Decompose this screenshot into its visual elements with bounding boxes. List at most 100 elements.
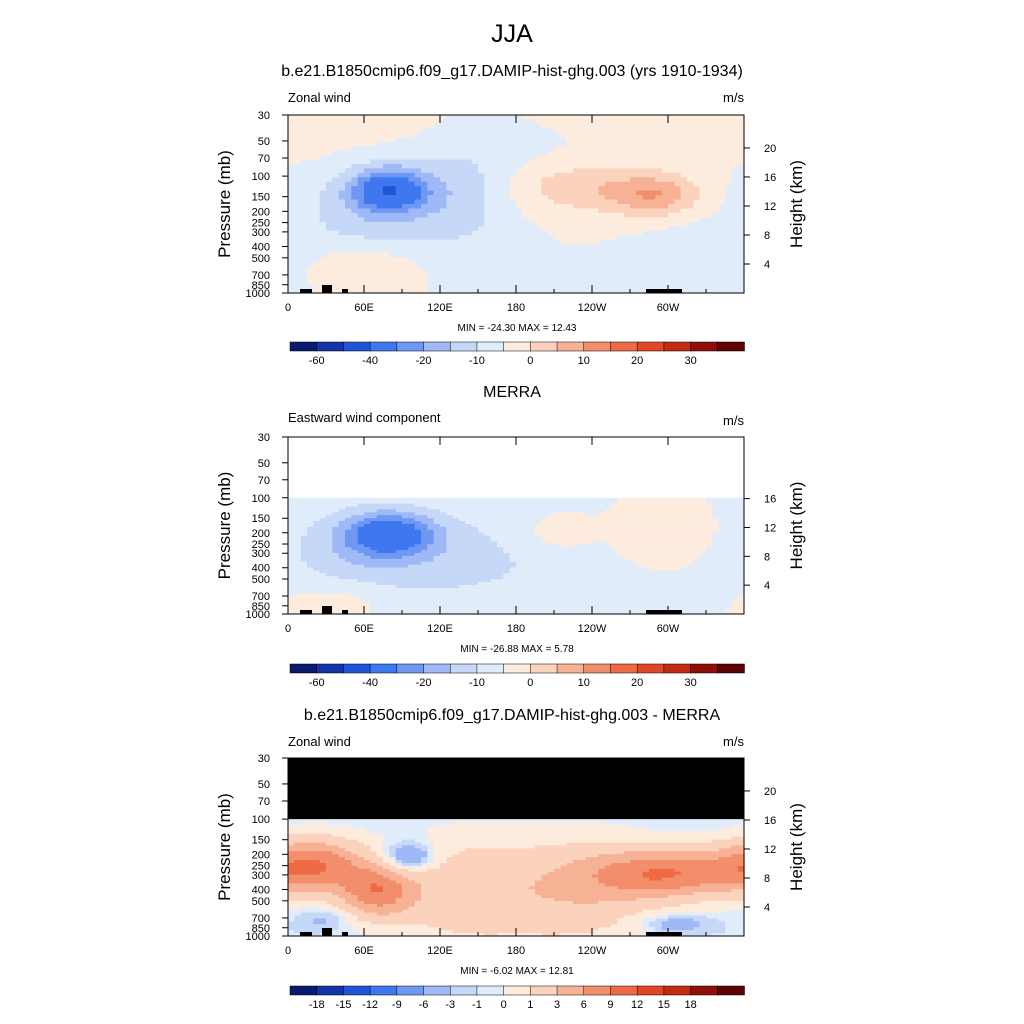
- heatmap-cell: [446, 257, 454, 263]
- heatmap-cell: [560, 550, 568, 554]
- heatmap-cell: [680, 544, 688, 548]
- heatmap-cell: [630, 529, 637, 534]
- heatmap-cell: [294, 526, 302, 531]
- heatmap-cell: [446, 573, 454, 577]
- heatmap-cell: [351, 123, 359, 129]
- heatmap-cell: [326, 199, 333, 205]
- heatmap-cell: [522, 497, 530, 502]
- heatmap-cell: [699, 555, 707, 560]
- heatmap-cell: [414, 141, 422, 147]
- heatmap-cell: [395, 146, 403, 152]
- heatmap-cell: [414, 558, 422, 563]
- heatmap-cell: [313, 532, 321, 537]
- heatmap-cell: [731, 570, 739, 574]
- heatmap-cell: [541, 552, 549, 557]
- heatmap-cell: [402, 552, 409, 557]
- heatmap-cell: [573, 239, 580, 245]
- heatmap-cell: [630, 235, 637, 241]
- heatmap-cell: [497, 266, 504, 272]
- y-tick-label: 100: [252, 171, 270, 183]
- heatmap-cell: [319, 168, 327, 174]
- heatmap-cell: [389, 235, 397, 241]
- heatmap-cell: [402, 172, 409, 178]
- heatmap-cell: [560, 115, 568, 121]
- heatmap-cell: [364, 547, 371, 551]
- heatmap-cell: [364, 248, 371, 254]
- heatmap-cell: [370, 266, 378, 272]
- heatmap-cell: [433, 146, 441, 152]
- heatmap-cell: [655, 155, 663, 161]
- heatmap-cell: [395, 529, 403, 534]
- heatmap-cell: [630, 567, 637, 572]
- heatmap-cell: [338, 564, 346, 569]
- heatmap-cell: [294, 521, 302, 525]
- heatmap-cell: [718, 541, 726, 545]
- heatmap-cell: [503, 221, 511, 227]
- heatmap-cell: [452, 275, 460, 281]
- heatmap-cell: [649, 275, 656, 281]
- heatmap-cell: [649, 266, 656, 272]
- heatmap-cell: [585, 199, 593, 205]
- heatmap-cell: [585, 146, 593, 152]
- heatmap-cell: [528, 570, 536, 574]
- heatmap-cell: [465, 177, 473, 183]
- heatmap-cell: [326, 217, 333, 223]
- heatmap-cell: [478, 115, 485, 121]
- heatmap-cell: [560, 567, 568, 572]
- heatmap-cell: [699, 500, 707, 505]
- heatmap-cell: [522, 541, 530, 545]
- heatmap-cell: [547, 248, 555, 254]
- heatmap-cell: [737, 270, 745, 276]
- heatmap-cell: [668, 141, 675, 147]
- heatmap-cell: [345, 567, 352, 572]
- heatmap-cell: [522, 270, 530, 276]
- heatmap-cell: [351, 230, 359, 236]
- heatmap-cell: [585, 159, 593, 165]
- heatmap-cell: [383, 541, 390, 545]
- heatmap-cell: [351, 186, 359, 192]
- heatmap-cell: [446, 221, 454, 227]
- heatmap-cell: [693, 217, 701, 223]
- heatmap-cell: [484, 137, 492, 143]
- heatmap-cell: [389, 230, 397, 236]
- heatmap-cell: [427, 199, 435, 205]
- heatmap-cell: [541, 199, 549, 205]
- heatmap-cell: [649, 195, 656, 201]
- heatmap-cell: [674, 146, 682, 152]
- heatmap-cell: [528, 552, 536, 557]
- heatmap-cell: [661, 541, 669, 545]
- heatmap-cell: [718, 544, 726, 548]
- heatmap-cell: [535, 230, 542, 236]
- heatmap-cell: [573, 186, 580, 192]
- heatmap-cell: [712, 204, 720, 210]
- heatmap-cell: [528, 168, 536, 174]
- heatmap-cell: [560, 221, 568, 227]
- heatmap-cell: [573, 506, 580, 510]
- heatmap-cell: [338, 518, 346, 522]
- heatmap-cell: [554, 195, 561, 201]
- heatmap-cell: [718, 195, 726, 201]
- heatmap-cell: [307, 146, 314, 152]
- heatmap-cell: [611, 168, 618, 174]
- heatmap-cell: [395, 270, 403, 276]
- heatmap-cell: [522, 204, 530, 210]
- heatmap-cell: [326, 529, 333, 534]
- heatmap-cell: [642, 552, 650, 557]
- heatmap-cell: [623, 567, 631, 572]
- heatmap-cell: [642, 146, 650, 152]
- heatmap-cell: [313, 159, 321, 165]
- heatmap-cell: [655, 567, 663, 572]
- heatmap-cell: [471, 248, 479, 254]
- heatmap-cell: [674, 226, 682, 232]
- heatmap-cell: [503, 186, 511, 192]
- heatmap-cell: [699, 172, 707, 178]
- heatmap-cell: [604, 172, 612, 178]
- heatmap-cell: [357, 230, 365, 236]
- heatmap-cell: [547, 506, 555, 510]
- heatmap-cell: [345, 509, 352, 513]
- heatmap-cell: [579, 230, 587, 236]
- heatmap-cell: [630, 163, 637, 169]
- heatmap-cell: [585, 538, 593, 542]
- heatmap-cell: [452, 217, 460, 223]
- heatmap-cell: [300, 177, 308, 183]
